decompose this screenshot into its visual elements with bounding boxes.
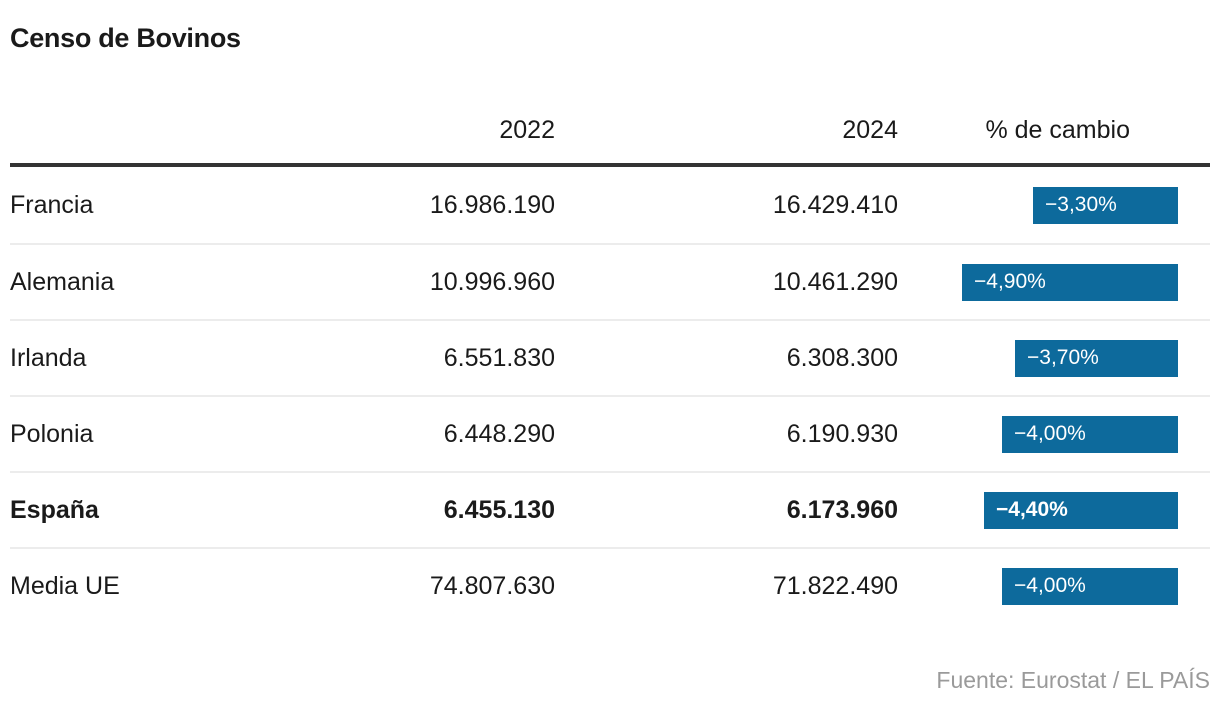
change-bar-cell: −4,00% xyxy=(898,567,1210,605)
change-bar-label: −4,00% xyxy=(1014,574,1086,598)
table-row: Irlanda 6.551.830 6.308.300 −3,70% xyxy=(10,319,1210,395)
table-row: Francia 16.986.190 16.429.410 −3,30% xyxy=(10,167,1210,243)
value-2024: 10.461.290 xyxy=(772,267,898,296)
value-2022: 6.448.290 xyxy=(443,419,555,448)
table-row: España 6.455.130 6.173.960 −4,40% xyxy=(10,471,1210,547)
value-2022: 74.807.630 xyxy=(429,571,555,600)
source-credit: Fuente: Eurostat / EL PAÍS xyxy=(936,667,1210,694)
table-row: Polonia 6.448.290 6.190.930 −4,00% xyxy=(10,395,1210,471)
change-bar: −4,90% xyxy=(962,263,1178,301)
change-bar: −3,70% xyxy=(1015,339,1178,377)
cattle-census-table: Censo de Bovinos 2022 2024 % de cambio F… xyxy=(10,23,1210,694)
table-row: Alemania 10.996.960 10.461.290 −4,90% xyxy=(10,243,1210,319)
change-bar: −4,40% xyxy=(984,491,1178,529)
value-2024: 6.190.930 xyxy=(786,419,898,448)
change-bar-cell: −4,40% xyxy=(898,491,1210,529)
change-bar-label: −4,40% xyxy=(996,498,1068,522)
value-2024: 6.173.960 xyxy=(786,495,898,524)
value-2022: 16.986.190 xyxy=(429,190,555,219)
change-bar-label: −4,90% xyxy=(974,270,1046,294)
page-title: Censo de Bovinos xyxy=(10,23,241,53)
value-2024: 71.822.490 xyxy=(772,571,898,600)
country-label: Media UE xyxy=(10,571,120,600)
header-change: % de cambio xyxy=(985,116,1130,145)
country-label: Polonia xyxy=(10,419,94,448)
change-bar-label: −4,00% xyxy=(1014,422,1086,446)
header-2022: 2022 xyxy=(499,116,555,145)
value-2022: 10.996.960 xyxy=(429,267,555,296)
change-bar-cell: −4,00% xyxy=(898,415,1210,453)
value-2024: 6.308.300 xyxy=(786,343,898,372)
table-row: Media UE 74.807.630 71.822.490 −4,00% xyxy=(10,547,1210,623)
change-bar-label: −3,70% xyxy=(1027,346,1099,370)
country-label: España xyxy=(10,495,99,524)
value-2024: 16.429.410 xyxy=(772,190,898,219)
value-2022: 6.551.830 xyxy=(443,343,555,372)
value-2022: 6.455.130 xyxy=(443,495,555,524)
table-header: 2022 2024 % de cambio xyxy=(10,116,1210,168)
change-bar: −3,30% xyxy=(1033,186,1178,224)
change-bar-label: −3,30% xyxy=(1045,193,1117,217)
change-bar: −4,00% xyxy=(1002,415,1178,453)
change-bar-cell: −3,30% xyxy=(898,186,1210,224)
change-bar-cell: −3,70% xyxy=(898,339,1210,377)
table-body: Francia 16.986.190 16.429.410 −3,30% Ale… xyxy=(10,167,1210,623)
change-bar: −4,00% xyxy=(1002,567,1178,605)
country-label: Francia xyxy=(10,190,94,219)
country-label: Alemania xyxy=(10,267,115,296)
change-bar-cell: −4,90% xyxy=(898,263,1210,301)
header-2024: 2024 xyxy=(842,116,898,145)
country-label: Irlanda xyxy=(10,343,87,372)
